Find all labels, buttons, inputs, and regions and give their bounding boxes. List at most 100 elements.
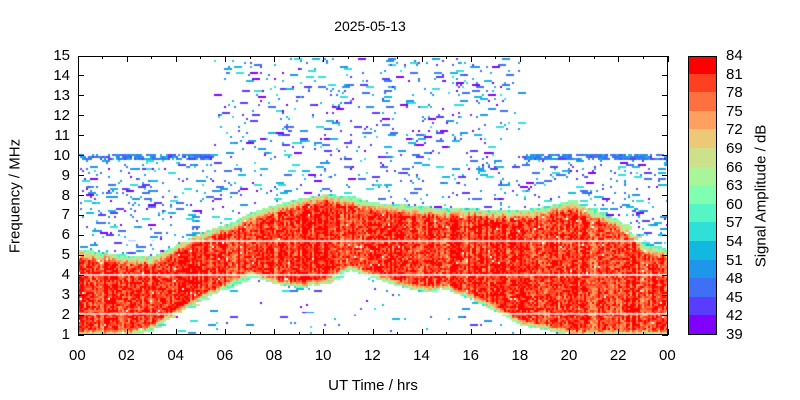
x-tick-label: 02 xyxy=(118,347,135,364)
x-tick-mark xyxy=(225,56,226,62)
x-tick-label: 18 xyxy=(511,347,529,364)
colorbar-band xyxy=(689,314,716,334)
y-tick-mark xyxy=(662,274,668,276)
x-tick-mark xyxy=(667,56,669,62)
x-tick-label: 00 xyxy=(659,347,676,364)
colorbar-tick-label: 57 xyxy=(726,214,743,232)
x-minor-tick xyxy=(347,332,349,335)
colorbar-band xyxy=(689,184,716,204)
y-tick-mark xyxy=(662,175,668,177)
y-tick-mark xyxy=(78,314,84,316)
x-minor-tick xyxy=(200,56,202,59)
x-tick-mark xyxy=(126,56,128,62)
y-tick-mark xyxy=(78,75,84,77)
x-tick-mark xyxy=(323,56,325,62)
colorbar-band xyxy=(689,296,716,316)
colorbar-band xyxy=(689,221,716,241)
y-tick-mark xyxy=(662,115,668,117)
x-tick-label: 00 xyxy=(69,347,86,364)
y-tick-label: 14 xyxy=(53,66,70,84)
x-minor-tick xyxy=(642,56,644,59)
y-tick-label: 13 xyxy=(53,86,70,104)
x-tick-mark xyxy=(421,56,423,62)
colorbar-tick-label: 81 xyxy=(726,65,743,83)
x-minor-tick xyxy=(249,56,251,59)
colorbar-tick-label: 51 xyxy=(726,251,743,269)
x-minor-tick xyxy=(102,56,104,59)
x-tick-mark xyxy=(667,329,669,335)
x-minor-tick xyxy=(544,56,546,59)
x-minor-tick xyxy=(642,332,644,335)
y-tick-label: 4 xyxy=(61,266,70,284)
y-tick-mark xyxy=(662,75,668,77)
x-tick-mark xyxy=(175,56,177,62)
x-tick-label: 20 xyxy=(560,347,578,364)
y-tick-mark xyxy=(78,294,84,296)
colorbar-tick-label: 72 xyxy=(726,121,743,139)
colorbar-band xyxy=(689,73,716,93)
x-tick-label: 04 xyxy=(167,347,185,364)
x-minor-tick xyxy=(298,56,300,59)
y-tick-label: 6 xyxy=(61,226,70,244)
x-tick-mark xyxy=(618,56,620,62)
y-tick-mark xyxy=(662,214,668,216)
y-tick-label: 15 xyxy=(53,47,70,64)
x-axis-label: UT Time / hrs xyxy=(328,377,418,394)
colorbar xyxy=(688,56,717,335)
x-tick-mark xyxy=(520,56,521,62)
colorbar-tick-label: 48 xyxy=(726,270,743,288)
x-minor-tick xyxy=(151,56,153,59)
x-tick-mark xyxy=(77,56,79,62)
colorbar-label: Signal Amplitude / dB xyxy=(752,124,770,268)
x-minor-tick xyxy=(298,332,300,335)
x-minor-tick xyxy=(249,332,251,335)
y-tick-mark xyxy=(78,95,84,97)
y-tick-mark xyxy=(662,155,668,157)
x-tick-mark xyxy=(77,329,79,335)
y-tick-mark xyxy=(662,294,668,296)
y-tick-label: 2 xyxy=(61,306,70,324)
y-tick-mark xyxy=(662,55,668,57)
y-tick-mark xyxy=(662,135,668,137)
y-tick-mark xyxy=(78,155,84,157)
x-minor-tick xyxy=(397,332,399,335)
x-tick-mark xyxy=(618,329,620,335)
colorbar-tick-label: 69 xyxy=(726,140,743,157)
x-tick-label: 10 xyxy=(314,347,332,364)
y-tick-mark xyxy=(662,234,668,236)
x-minor-tick xyxy=(446,56,448,59)
colorbar-band xyxy=(689,203,716,223)
x-tick-mark xyxy=(372,56,374,62)
y-tick-label: 1 xyxy=(61,326,70,343)
x-minor-tick xyxy=(446,332,448,335)
colorbar-band xyxy=(689,57,716,74)
x-minor-tick xyxy=(544,332,546,335)
y-tick-mark xyxy=(78,175,84,177)
y-tick-label: 5 xyxy=(61,246,70,264)
colorbar-tick-label: 60 xyxy=(726,195,743,213)
y-tick-mark xyxy=(78,274,84,276)
x-minor-tick xyxy=(593,56,595,59)
x-tick-mark xyxy=(274,56,276,62)
colorbar-tick-label: 54 xyxy=(726,233,743,250)
x-tick-mark xyxy=(274,329,276,335)
colorbar-tick-label: 75 xyxy=(726,102,743,120)
y-tick-mark xyxy=(78,254,84,256)
x-minor-tick xyxy=(397,56,399,59)
x-tick-label: 12 xyxy=(364,347,381,364)
y-tick-label: 3 xyxy=(61,286,70,304)
y-tick-label: 10 xyxy=(53,146,70,164)
y-tick-mark xyxy=(662,95,668,97)
colorbar-band xyxy=(689,147,716,167)
x-minor-tick xyxy=(347,56,349,59)
plot-area-frame xyxy=(78,56,668,335)
x-tick-mark xyxy=(372,329,374,335)
x-tick-mark xyxy=(470,56,472,62)
x-tick-mark xyxy=(569,56,571,62)
x-tick-label: 14 xyxy=(413,347,430,364)
y-tick-mark xyxy=(78,214,84,216)
x-tick-mark xyxy=(520,329,521,335)
colorbar-tick-label: 42 xyxy=(726,307,743,325)
y-tick-mark xyxy=(78,115,84,117)
colorbar-band xyxy=(689,259,716,279)
